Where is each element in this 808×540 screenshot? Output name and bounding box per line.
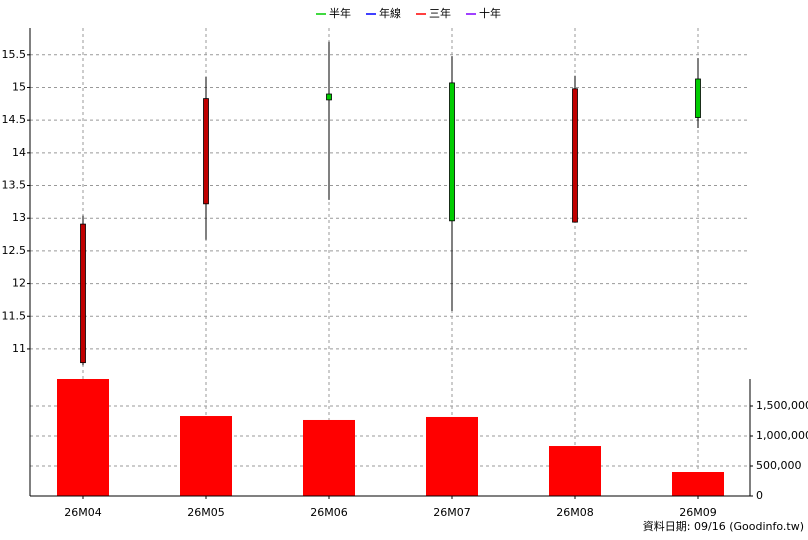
x-tick-label: 26M08 <box>556 506 594 519</box>
y-tick-label: 13.5 <box>2 179 27 192</box>
x-tick-label: 26M04 <box>64 506 102 519</box>
legend-label: 年線 <box>379 6 401 20</box>
y-tick-label: 15.5 <box>2 48 27 61</box>
y-tick-label: 13 <box>12 211 26 224</box>
y-tick-label: 12 <box>12 277 26 290</box>
candle-body <box>695 78 701 118</box>
x-tick-label: 26M07 <box>433 506 471 519</box>
volume-bar <box>672 472 724 496</box>
legend-label: 三年 <box>429 6 451 20</box>
candle-body <box>449 82 455 222</box>
y-tick-label: 11 <box>12 342 26 355</box>
y-tick-label: 12.5 <box>2 244 27 257</box>
x-tick-label: 26M05 <box>187 506 225 519</box>
candle-body <box>572 88 578 223</box>
y2-tick-label: 0 <box>756 489 763 502</box>
legend-label: 十年 <box>479 6 501 20</box>
candle-body <box>80 223 86 364</box>
volume-bar <box>180 416 232 496</box>
y-tick-label: 15 <box>12 80 26 93</box>
y2-tick-label: 1,000,000 <box>756 429 808 442</box>
y-tick-label: 14 <box>12 146 26 159</box>
y2-tick-label: 500,000 <box>756 459 802 472</box>
volume-bar <box>57 379 109 496</box>
candle-body <box>203 98 209 205</box>
candle-body <box>326 93 332 101</box>
volume-bar <box>303 419 355 496</box>
y-tick-label: 11.5 <box>2 309 27 322</box>
volume-bar <box>426 416 478 496</box>
y2-tick-label: 1,500,000 <box>756 399 808 412</box>
legend-label: 半年 <box>329 6 351 20</box>
y-tick-label: 14.5 <box>2 113 27 126</box>
x-tick-label: 26M09 <box>679 506 717 519</box>
x-tick-label: 26M06 <box>310 506 348 519</box>
volume-bar <box>549 446 601 496</box>
source-note: 資料日期: 09/16 (Goodinfo.tw) <box>643 519 804 533</box>
